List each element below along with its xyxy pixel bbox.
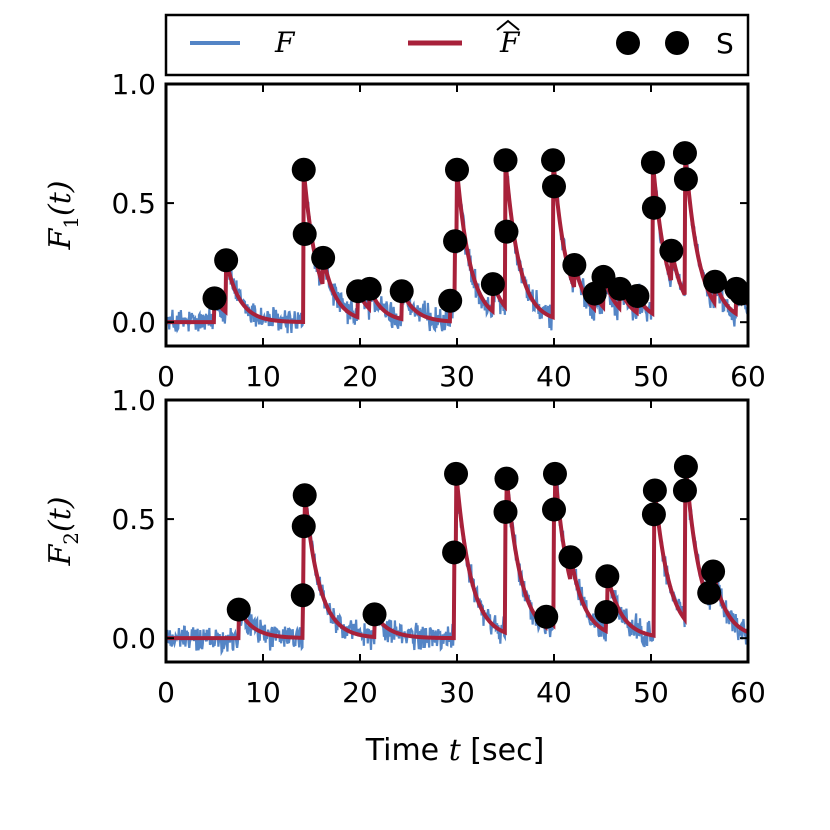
x-tick-label: 60 xyxy=(730,676,766,709)
spike-marker xyxy=(672,478,697,503)
legend-label-fhat-text: F xyxy=(499,26,521,59)
legend-hat-mark xyxy=(496,19,520,31)
spike-marker xyxy=(591,264,616,289)
spike-marker xyxy=(494,219,519,244)
spike-marker xyxy=(541,148,566,173)
spike-marker xyxy=(214,248,239,273)
legend-marker-s-2 xyxy=(665,31,689,55)
x-tick-label: 60 xyxy=(730,360,766,393)
legend: F F S xyxy=(164,13,750,77)
spike-marker xyxy=(291,514,316,539)
x-axis-label-var: t xyxy=(449,733,462,768)
y-axis-label-2-arg: (t) xyxy=(43,496,78,531)
x-tick-label: 50 xyxy=(633,360,669,393)
y-tick-label: 0.0 xyxy=(111,306,156,339)
y-tick-label: 0.5 xyxy=(111,503,156,536)
legend-label-f: F xyxy=(274,26,296,59)
spike-marker xyxy=(442,540,467,565)
spike-marker xyxy=(494,466,519,491)
spike-marker xyxy=(542,461,567,486)
spike-marker xyxy=(595,564,620,589)
y-axis-label-1-main: F xyxy=(43,228,78,251)
y-axis-label-2-sub: 2 xyxy=(59,532,83,545)
spike-marker xyxy=(493,148,518,173)
spike-marker xyxy=(444,461,469,486)
spike-marker xyxy=(672,141,697,166)
y-tick-label: 1.0 xyxy=(111,384,156,417)
x-tick-label: 40 xyxy=(536,676,572,709)
x-axis-label-prefix: Time xyxy=(365,733,449,768)
spike-marker xyxy=(202,286,227,311)
x-tick-label: 10 xyxy=(245,360,281,393)
spike-marker xyxy=(389,279,414,304)
spike-marker xyxy=(562,253,587,278)
y-axis-label-1-arg: (t) xyxy=(43,180,78,215)
spike-marker xyxy=(493,499,518,524)
ticks-layer-2: 0 10 20 30 40 50 60 0.0 0.5 1.0 xyxy=(111,384,765,709)
x-tick-label: 0 xyxy=(157,360,175,393)
legend-label-s: S xyxy=(716,27,734,60)
series-layer-1 xyxy=(166,141,748,338)
spike-marker xyxy=(641,502,666,527)
x-tick-label: 50 xyxy=(633,676,669,709)
spike-marker xyxy=(558,545,583,570)
y-tick-label: 1.0 xyxy=(111,68,156,101)
x-tick-label: 30 xyxy=(439,676,475,709)
spike-marker xyxy=(703,269,728,294)
spike-marker xyxy=(292,483,317,508)
spike-marker xyxy=(701,559,726,584)
axes-frame-1 xyxy=(164,82,750,348)
ticks-layer-1: 0 10 20 30 40 50 60 0.0 0.5 1.0 xyxy=(111,68,765,393)
x-tick-label: 20 xyxy=(342,360,378,393)
y-axis-label-2: F2(t) xyxy=(43,496,83,566)
spike-marker xyxy=(480,272,505,297)
x-tick-label: 30 xyxy=(439,360,475,393)
axes-frame-2 xyxy=(164,398,750,664)
legend-label-fhat: F xyxy=(496,19,521,59)
spike-marker xyxy=(357,276,382,301)
spike-marker xyxy=(542,497,566,522)
spike-marker xyxy=(226,597,251,622)
spike-marker xyxy=(673,167,698,192)
spike-marker xyxy=(438,288,463,313)
y-axis-label-2-main: F xyxy=(43,544,78,567)
spike-marker xyxy=(642,478,667,503)
x-axis-label-suffix: [sec] xyxy=(461,733,545,768)
spike-marker xyxy=(697,580,722,605)
y-axis-label-2-text: F2(t) xyxy=(43,496,83,566)
spike-marker xyxy=(362,602,387,627)
y-tick-label: 0.0 xyxy=(111,622,156,655)
x-axis-label: Time t [sec] xyxy=(365,733,545,768)
x-tick-label: 10 xyxy=(245,676,281,709)
spike-marker xyxy=(594,599,619,624)
spike-marker xyxy=(290,583,315,608)
panel-f1: 0 10 20 30 40 50 60 0.0 0.5 1.0 F1(t) xyxy=(43,68,766,393)
spike-marker xyxy=(673,454,698,479)
y-axis-label-1: F1(t) xyxy=(43,180,83,250)
spike-marker xyxy=(292,222,317,247)
legend-marker-s-1 xyxy=(616,31,640,55)
spike-marker xyxy=(641,195,666,220)
y-axis-label-1-sub: 1 xyxy=(59,216,83,229)
x-tick-label: 40 xyxy=(536,360,572,393)
y-tick-label: 0.5 xyxy=(111,187,156,220)
spike-marker xyxy=(625,283,650,308)
spike-marker xyxy=(443,229,468,254)
spike-marker xyxy=(534,604,559,629)
spike-marker xyxy=(311,245,336,270)
y-axis-label-1-text: F1(t) xyxy=(43,180,83,250)
x-tick-label: 20 xyxy=(342,676,378,709)
series-layer-2 xyxy=(166,454,748,657)
spike-marker xyxy=(729,281,748,306)
spike-marker xyxy=(640,150,665,175)
panel-f2: 0 10 20 30 40 50 60 0.0 0.5 1.0 F2(t) xyxy=(43,384,766,709)
spike-marker xyxy=(445,157,469,182)
x-tick-label: 0 xyxy=(157,676,175,709)
spike-marker xyxy=(291,157,316,182)
spike-marker xyxy=(542,174,566,199)
spike-marker xyxy=(659,238,684,263)
